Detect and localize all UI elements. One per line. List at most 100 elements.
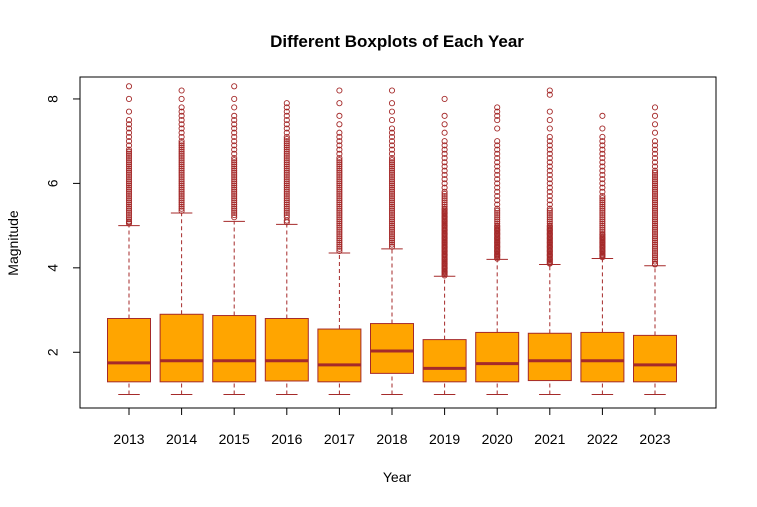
outlier-point xyxy=(546,163,553,170)
outlier-point xyxy=(231,207,238,214)
outlier-point xyxy=(494,171,501,178)
outlier-point xyxy=(546,209,553,216)
outlier-point xyxy=(441,205,448,212)
outlier-point xyxy=(283,209,290,216)
outlier-point xyxy=(651,176,659,183)
outlier-point xyxy=(283,205,290,212)
outlier-point xyxy=(651,201,659,208)
outlier-point xyxy=(283,201,290,208)
iqr-box xyxy=(422,339,467,383)
outlier-point xyxy=(599,197,606,204)
outlier-point xyxy=(651,167,659,174)
outlier-point xyxy=(336,165,343,172)
outlier-point xyxy=(178,193,185,200)
outlier-point xyxy=(546,91,553,98)
outlier-point xyxy=(336,155,343,162)
outlier-point xyxy=(546,87,553,94)
outlier-point xyxy=(178,95,185,103)
outlier-point xyxy=(546,218,553,225)
outlier-point xyxy=(651,199,659,206)
outlier-point xyxy=(546,212,553,219)
outlier-point xyxy=(178,186,185,193)
outlier-point xyxy=(231,117,238,124)
outlier-point xyxy=(388,237,396,244)
outlier-point xyxy=(388,129,396,136)
outlier-point xyxy=(125,169,133,176)
outlier-point xyxy=(441,159,448,166)
outlier-point xyxy=(494,209,501,216)
outlier-point xyxy=(178,129,185,136)
outlier-point xyxy=(599,180,606,187)
outlier-point xyxy=(599,171,606,178)
outlier-point xyxy=(125,188,133,195)
outlier-point xyxy=(388,216,396,223)
outlier-point xyxy=(546,142,553,149)
outlier-point xyxy=(231,174,238,181)
outlier-point xyxy=(231,214,238,221)
outlier-point xyxy=(283,140,290,147)
outlier-point xyxy=(336,214,343,221)
box-2021 xyxy=(527,87,572,395)
outlier-point xyxy=(651,193,659,200)
outlier-point xyxy=(231,184,238,191)
outlier-point xyxy=(388,180,396,187)
outlier-point xyxy=(231,138,238,145)
box-2017 xyxy=(317,87,362,395)
outlier-point xyxy=(125,150,133,157)
outlier-point xyxy=(336,226,343,233)
outlier-point xyxy=(231,205,238,212)
outlier-point xyxy=(651,190,659,197)
outlier-point xyxy=(283,203,290,210)
outlier-point xyxy=(178,184,185,191)
outlier-point xyxy=(178,182,185,189)
outlier-point xyxy=(231,104,238,111)
outlier-point xyxy=(388,193,396,200)
outlier-point xyxy=(388,142,396,149)
outlier-point xyxy=(388,169,396,176)
outlier-point xyxy=(599,207,606,214)
outlier-point xyxy=(336,188,343,195)
outlier-point xyxy=(388,224,396,231)
outlier-point xyxy=(336,195,343,202)
outlier-point xyxy=(388,167,396,174)
outlier-point xyxy=(283,193,290,200)
iqr-box xyxy=(317,328,362,383)
outlier-point xyxy=(336,180,343,187)
iqr-box xyxy=(527,332,572,382)
outlier-point xyxy=(283,165,290,172)
x-axis-label: Year xyxy=(383,469,412,485)
outlier-point xyxy=(651,212,659,219)
outlier-point xyxy=(599,112,606,119)
outlier-point xyxy=(388,159,396,166)
box-2016 xyxy=(264,100,309,395)
outlier-point xyxy=(231,155,238,162)
outlier-point xyxy=(231,178,238,185)
outlier-point xyxy=(125,138,133,145)
outlier-point xyxy=(283,144,290,151)
outlier-point xyxy=(546,108,553,115)
outlier-point xyxy=(388,212,396,219)
outlier-point xyxy=(178,155,185,162)
outlier-point xyxy=(283,142,290,149)
outlier-point xyxy=(125,195,133,202)
outlier-point xyxy=(494,142,501,149)
outlier-point xyxy=(125,190,133,197)
outlier-point xyxy=(125,165,133,172)
outlier-point xyxy=(494,155,501,162)
outlier-point xyxy=(336,205,343,212)
outlier-point xyxy=(125,182,133,189)
outlier-point xyxy=(178,87,185,94)
outlier-point xyxy=(178,190,185,197)
outlier-point xyxy=(125,161,133,168)
outlier-point xyxy=(546,176,553,183)
outlier-point xyxy=(599,205,606,212)
outlier-point xyxy=(231,169,238,176)
outlier-point xyxy=(494,112,501,119)
outlier-point xyxy=(178,161,185,168)
outlier-point xyxy=(494,220,501,227)
outlier-point xyxy=(546,216,553,223)
outlier-point xyxy=(178,203,185,210)
outlier-point xyxy=(599,201,606,208)
outlier-point xyxy=(125,178,133,185)
outlier-point xyxy=(283,190,290,197)
